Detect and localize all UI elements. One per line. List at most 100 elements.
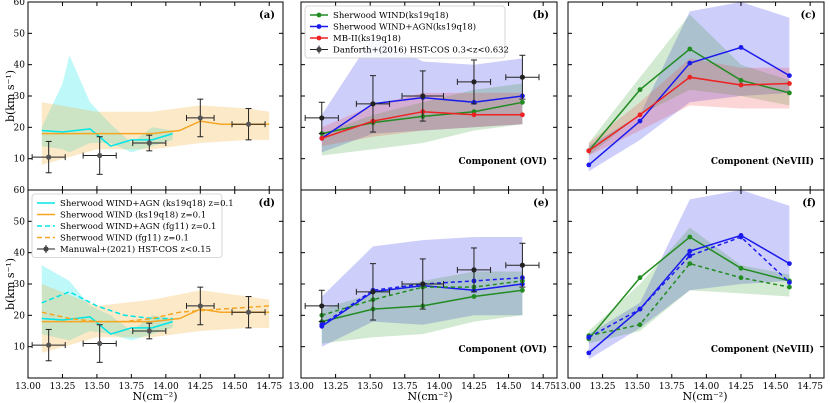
y-tick-label-d-2: 30 <box>14 280 26 290</box>
x-tick-label-f-1: 13.25 <box>590 382 616 392</box>
legend-marker-b-2 <box>316 35 322 41</box>
legend-label-b-3: Danforth+(2016) HST-COS 0.3<z<0.632 <box>333 45 509 56</box>
y-tick-label-d-1: 20 <box>14 311 26 321</box>
x-tick-label-d-0: 13.00 <box>15 382 41 392</box>
obs-point-b-3 <box>471 79 477 85</box>
series-point-c-2-3 <box>738 82 744 88</box>
series-point-f-2-4 <box>787 284 792 290</box>
series-point-f-3-1 <box>637 306 643 312</box>
obs-point-e-3 <box>471 267 477 273</box>
obs-point-e-4 <box>519 262 526 268</box>
y-tick-label-a-0: 10 <box>14 155 26 165</box>
series-point-c-1-4 <box>787 73 792 78</box>
panel-c: (c) Component (NeVIII) <box>567 1 825 191</box>
x-tick-label-d-1: 13.25 <box>50 382 76 392</box>
panel-label-e: (e) <box>533 198 549 209</box>
y-tick-label-d-5: 60 <box>14 186 26 196</box>
legend-label-b-0: Sherwood WIND(ks19q18) <box>333 10 449 21</box>
obs-point-d-0 <box>46 342 52 348</box>
obs-point-b-2 <box>420 93 426 99</box>
plot-area-d <box>31 265 270 363</box>
series-point-c-1-1 <box>637 118 643 124</box>
series-line-a-0 <box>41 128 173 147</box>
obs-point-e-2 <box>420 281 426 287</box>
series-line-d-3 <box>41 305 270 323</box>
legend-marker-b-0 <box>316 12 322 18</box>
y-tick-label-a-4: 50 <box>14 29 26 39</box>
x-tick-label-f-4: 14.00 <box>693 382 719 392</box>
series-point-f-0-1 <box>637 275 643 281</box>
x-axis-label-f: N(cm⁻²) <box>682 390 727 403</box>
panel-b: (b) Component (OVI) Sherwood WIND(ks19q18)… <box>300 1 558 191</box>
series-point-b-2-0 <box>319 135 325 141</box>
obs-point-b-0 <box>319 115 325 121</box>
series-point-c-1-2 <box>687 60 693 66</box>
series-line-f-3 <box>588 236 790 338</box>
series-point-e-0-3 <box>471 294 477 299</box>
obs-point-d-3 <box>197 303 203 309</box>
series-point-b-0-4 <box>520 99 525 105</box>
series-point-c-0-3 <box>738 77 744 83</box>
legend-err-marker-d-4 <box>43 246 49 252</box>
x-tick-label-d-6: 14.50 <box>222 382 248 392</box>
series-point-c-2-4 <box>787 81 792 86</box>
series-point-e-0-4 <box>520 287 525 293</box>
y-tick-label-a-5: 60 <box>14 0 26 8</box>
series-point-f-1-2 <box>687 248 693 254</box>
band-e-0 <box>321 237 523 347</box>
legend-box-d <box>31 193 223 258</box>
plot-area-f <box>586 190 792 360</box>
obs-point-a-2 <box>146 140 152 146</box>
band-c-2 <box>588 58 790 156</box>
legend-box-b <box>304 5 506 59</box>
obs-point-b-4 <box>519 74 526 80</box>
x-tick-label-f-3: 13.75 <box>659 382 685 392</box>
x-tick-label-f-5: 14.25 <box>728 382 754 392</box>
series-point-c-2-2 <box>687 74 693 80</box>
panel-label-a: (a) <box>259 10 275 21</box>
series-point-e-3-0 <box>319 322 325 328</box>
y-tick-label-a-2: 30 <box>14 92 26 102</box>
x-tick-label-d-3: 13.75 <box>118 382 144 392</box>
legend-label-d-3: Sherwood WIND (fg11) z=0.1 <box>60 233 189 244</box>
obs-point-a-0 <box>46 154 52 160</box>
legend-label-d-4: Manuwal+(2021) HST-COS z<0.15 <box>60 244 211 255</box>
component-label-b: Component (OVI) <box>459 156 547 167</box>
band-c-1 <box>588 14 790 156</box>
x-tick-label-e-5: 14.25 <box>461 382 487 392</box>
y-tick-label-d-4: 50 <box>14 217 26 227</box>
plot-area-a <box>31 55 270 175</box>
band-f-1 <box>588 227 790 344</box>
x-tick-label-e-7: 14.75 <box>530 382 556 392</box>
plot-area-e <box>304 237 540 347</box>
series-point-f-2-3 <box>738 275 744 281</box>
panel-e: 13.00 13.25 13.50 13.75 14.00 14.25 14.50 14.75… <box>288 189 558 392</box>
x-axis-label-e: N(cm⁻²) <box>407 390 452 403</box>
series-point-b-2-3 <box>471 112 477 118</box>
obs-point-a-3 <box>197 115 203 121</box>
series-point-f-1-0 <box>586 350 592 356</box>
legend-label-d-0: Sherwood WIND+AGN (ks19q18) z=0.1 <box>60 198 234 209</box>
obs-point-d-2 <box>146 328 152 334</box>
plot-area-b <box>304 36 540 156</box>
series-point-f-3-4 <box>787 280 792 285</box>
y-axis-label-top: b(km s⁻¹) <box>4 70 17 122</box>
series-point-f-3-3 <box>738 234 744 240</box>
component-label-e: Component (OVI) <box>459 344 547 355</box>
series-point-f-3-0 <box>586 334 592 340</box>
x-tick-label-f-0: 13.00 <box>555 382 581 392</box>
legend-label-d-1: Sherwood WIND (ks19q18) z=0.1 <box>60 210 206 221</box>
band-a-0 <box>41 55 173 153</box>
legend-label-d-2: Sherwood WIND+AGN (fg11) z=0.1 <box>60 221 216 232</box>
series-point-c-0-1 <box>637 87 643 93</box>
panel-a: 10 20 30 40 50 60 (a) <box>14 0 284 191</box>
series-point-c-1-3 <box>738 45 744 50</box>
series-point-f-0-3 <box>738 265 744 271</box>
obs-point-d-4 <box>245 309 252 315</box>
y-tick-label-d-3: 40 <box>14 249 26 259</box>
x-tick-label-d-5: 14.25 <box>187 382 213 392</box>
obs-point-b-1 <box>370 101 376 107</box>
x-tick-label-f-7: 14.75 <box>797 382 823 392</box>
series-line-d-0 <box>41 316 173 335</box>
series-point-f-0-2 <box>687 234 693 240</box>
